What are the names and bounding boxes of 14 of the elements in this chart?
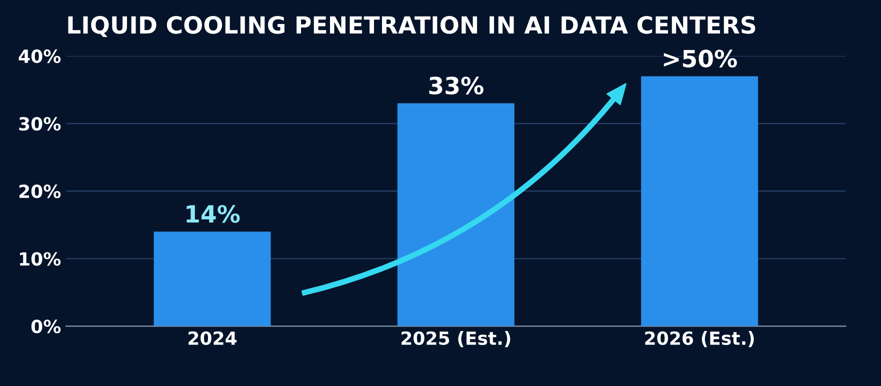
data-label: 33% (429, 76, 484, 95)
x-tick-label: 2024 (188, 331, 237, 346)
y-tick-label: 10% (20, 252, 61, 266)
y-tick-label: 0% (31, 320, 61, 334)
data-label: >50% (664, 50, 737, 68)
y-tick-label: 20% (19, 184, 61, 198)
x-tick-label: 2025 (Est.) (402, 331, 510, 348)
bar (154, 232, 271, 326)
y-tick-label: 30% (19, 116, 61, 131)
chart-title: LIQUID COOLING PENETRATION IN AI DATA CENTERS (68, 16, 756, 37)
x-tick-label: 2026 (Est.) (645, 331, 754, 348)
y-tick-label: 40% (18, 49, 61, 64)
data-label: 14% (186, 205, 240, 223)
bar (641, 76, 758, 326)
